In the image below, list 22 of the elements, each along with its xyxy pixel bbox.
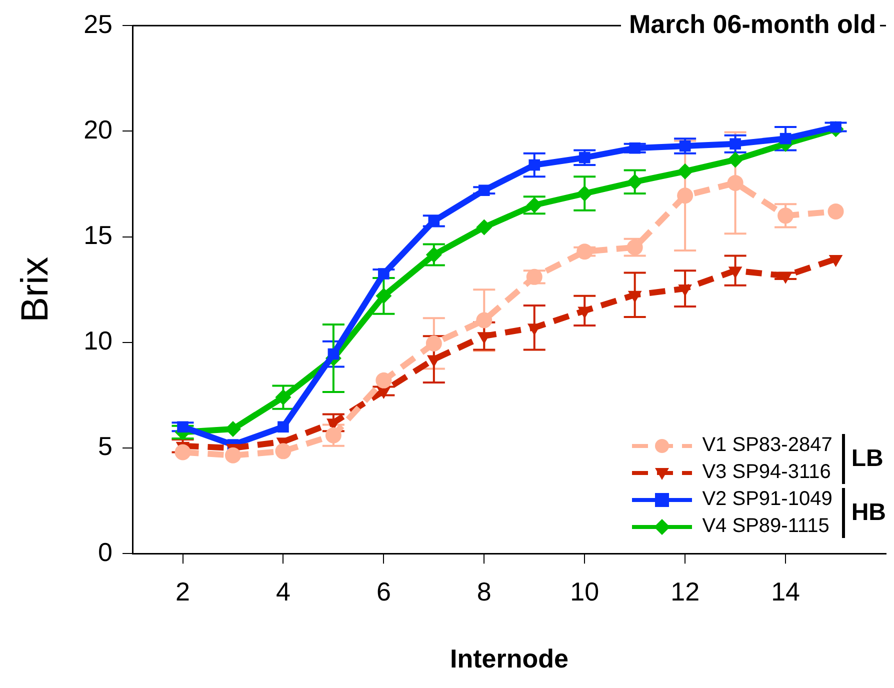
x-tick-label: 6 <box>376 576 391 606</box>
y-axis-title: Brix <box>14 256 56 322</box>
legend-label: V3 SP94-3116 <box>702 461 831 484</box>
x-axis-title: Internode <box>450 644 568 674</box>
x-tick-label: 14 <box>771 576 800 606</box>
y-tick-label: 5 <box>98 431 113 462</box>
legend-label: V1 SP83-2847 <box>702 434 832 457</box>
x-tick-label: 4 <box>276 576 290 606</box>
x-tick-label: 10 <box>570 576 600 606</box>
chart-title: March 06-month old <box>628 8 876 39</box>
legend-label: V2 SP91-1049 <box>702 488 832 511</box>
annotation: HB <box>842 488 886 538</box>
y-tick-label: 15 <box>84 220 113 250</box>
y-tick-label: 20 <box>84 114 113 144</box>
x-tick-label: 12 <box>670 576 700 606</box>
legend-label: V4 SP89-1115 <box>702 515 830 538</box>
y-tick-label: 25 <box>84 8 113 39</box>
x-tick-label: 2 <box>176 576 190 606</box>
y-tick-label: 0 <box>98 536 113 567</box>
annotation: LB <box>842 434 884 484</box>
x-tick-label: 8 <box>476 576 492 606</box>
y-tick-label: 10 <box>84 326 113 356</box>
